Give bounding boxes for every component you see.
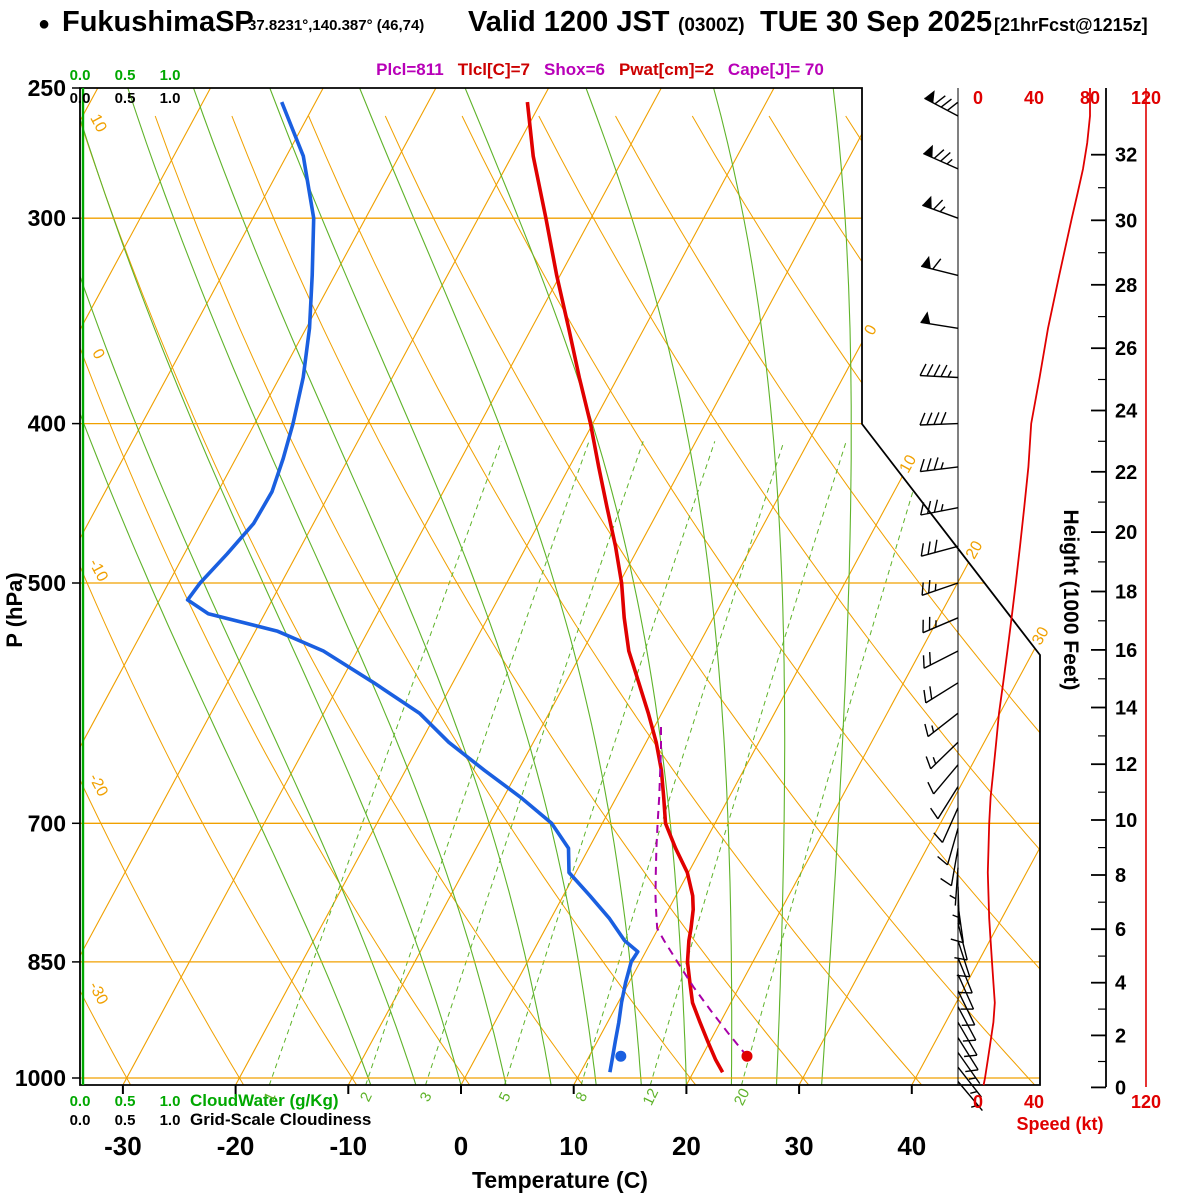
svg-text:3: 3	[417, 1090, 436, 1105]
svg-text:1.0: 1.0	[160, 67, 181, 84]
svg-text:0: 0	[454, 1131, 468, 1161]
svg-text:0.0: 0.0	[70, 1112, 91, 1129]
svg-text:22: 22	[1115, 462, 1137, 484]
svg-text:120: 120	[1131, 88, 1161, 108]
dewpoint-curve	[185, 101, 640, 1073]
svg-text:-10: -10	[85, 556, 111, 584]
svg-text:Speed (kt): Speed (kt)	[1016, 1114, 1103, 1134]
svg-text:400: 400	[28, 411, 66, 437]
svg-text:14: 14	[1115, 697, 1138, 719]
svg-text:700: 700	[28, 810, 66, 836]
param-segment: Pwat[cm]=2	[618, 60, 714, 79]
svg-text:0.5: 0.5	[115, 67, 136, 84]
svg-text:18: 18	[1115, 581, 1137, 603]
svg-text:8: 8	[572, 1090, 591, 1105]
parcel-params-line: Plcl=811 Tlcl[C]=7 Shox=6 Pwat[cm]=2 Cape[J]…	[0, 60, 1200, 80]
svg-text:28: 28	[1115, 275, 1137, 297]
temperature-curve	[525, 101, 725, 1074]
svg-text:P (hPa): P (hPa)	[2, 572, 27, 647]
svg-text:0.5: 0.5	[115, 1112, 136, 1129]
param-segment: Plcl=811	[376, 60, 444, 79]
svg-text:40: 40	[1024, 88, 1044, 108]
station-coords: 37.8231°,140.387° (46,74)	[248, 17, 425, 34]
parcel-path	[654, 725, 748, 1057]
profiles	[185, 101, 748, 1074]
forecast-tag: [21hrFcst@1215z]	[994, 15, 1148, 35]
svg-text:-30: -30	[104, 1131, 142, 1161]
valid-time: Valid 1200 JST	[468, 6, 670, 38]
wind-speed-curve	[982, 88, 1091, 1086]
svg-text:0: 0	[861, 322, 880, 338]
param-segment: Tlcl[C]=7	[457, 60, 531, 79]
svg-text:0.0: 0.0	[70, 90, 91, 107]
svg-text:1.0: 1.0	[160, 90, 181, 107]
station-bullet-icon: ●	[38, 13, 51, 35]
svg-text:40: 40	[1024, 1092, 1044, 1112]
svg-text:10: 10	[86, 112, 109, 136]
param-segment: Shox=6	[544, 60, 605, 79]
svg-text:2: 2	[1115, 1025, 1126, 1047]
svg-text:1.0: 1.0	[160, 1093, 181, 1110]
svg-text:4: 4	[1115, 973, 1127, 995]
param-segment: Cape[J]= 70	[727, 60, 824, 79]
surface-temperature-dot	[741, 1050, 753, 1062]
svg-text:16: 16	[1115, 640, 1137, 662]
svg-text:0: 0	[1115, 1077, 1126, 1099]
svg-text:32: 32	[1115, 145, 1137, 167]
svg-text:300: 300	[28, 205, 66, 231]
svg-text:Grid-Scale Cloudiness: Grid-Scale Cloudiness	[190, 1110, 371, 1129]
svg-text:20: 20	[731, 1086, 754, 1108]
svg-text:30: 30	[1029, 624, 1053, 648]
svg-text:250: 250	[28, 75, 66, 101]
svg-text:-20: -20	[217, 1131, 255, 1161]
svg-text:0.0: 0.0	[70, 67, 91, 84]
svg-text:0: 0	[88, 346, 107, 362]
svg-text:8: 8	[1115, 865, 1126, 887]
skewt-grid	[80, 88, 1040, 1085]
svg-text:-30: -30	[85, 979, 111, 1007]
svg-text:-10: -10	[330, 1131, 368, 1161]
svg-text:850: 850	[28, 949, 66, 975]
svg-text:26: 26	[1115, 338, 1137, 360]
svg-text:1000: 1000	[15, 1065, 66, 1091]
svg-text:6: 6	[1115, 919, 1126, 941]
svg-text:10: 10	[1115, 810, 1137, 832]
svg-text:12: 12	[640, 1086, 663, 1108]
svg-text:0: 0	[973, 88, 983, 108]
svg-text:1.0: 1.0	[160, 1112, 181, 1129]
surface-dewpoint-dot	[615, 1050, 627, 1062]
plot-frame	[79, 87, 1041, 1086]
svg-text:30: 30	[785, 1131, 814, 1161]
svg-text:500: 500	[28, 570, 66, 596]
svg-text:Height (1000 Feet): Height (1000 Feet)	[1059, 510, 1082, 691]
svg-text:12: 12	[1115, 754, 1137, 776]
svg-text:20: 20	[1115, 522, 1137, 544]
valid-date: TUE 30 Sep 2025	[760, 6, 993, 38]
svg-text:CloudWater (g/Kg): CloudWater (g/Kg)	[190, 1091, 339, 1110]
svg-text:80: 80	[1080, 88, 1100, 108]
svg-text:Temperature (C): Temperature (C)	[472, 1167, 648, 1193]
svg-text:0: 0	[973, 1092, 983, 1112]
svg-text:2: 2	[357, 1090, 376, 1105]
svg-text:30: 30	[1115, 210, 1137, 232]
svg-text:-20: -20	[85, 771, 111, 799]
svg-text:0.0: 0.0	[70, 1093, 91, 1110]
svg-text:0.5: 0.5	[115, 90, 136, 107]
svg-text:10: 10	[559, 1131, 588, 1161]
valid-time-utc: (0300Z)	[678, 15, 745, 36]
wind-barbs	[919, 88, 983, 1112]
svg-text:24: 24	[1115, 400, 1138, 422]
svg-text:0.5: 0.5	[115, 1093, 136, 1110]
svg-text:20: 20	[963, 538, 987, 562]
svg-text:40: 40	[897, 1131, 926, 1161]
svg-text:5: 5	[496, 1090, 515, 1105]
svg-text:120: 120	[1131, 1092, 1161, 1112]
svg-text:20: 20	[672, 1131, 701, 1161]
station-name: FukushimaSP	[62, 6, 254, 38]
svg-text:10: 10	[897, 452, 921, 476]
